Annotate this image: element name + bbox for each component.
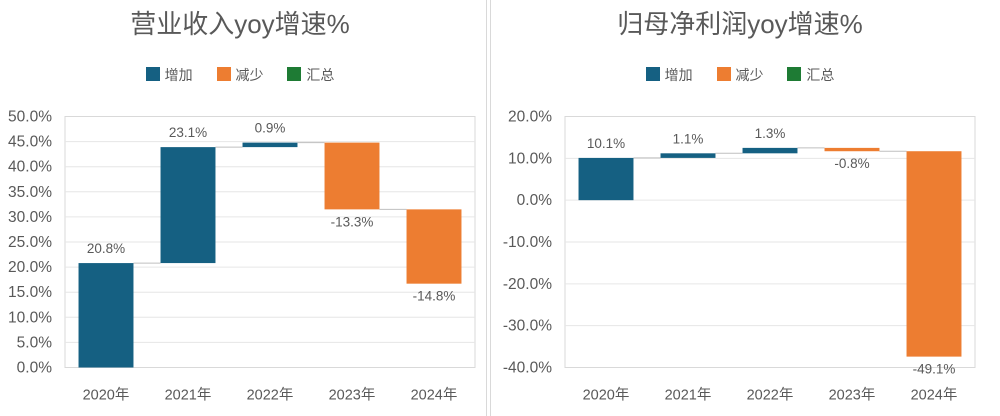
svg-text:25.0%: 25.0% [8,234,52,251]
svg-text:-49.1%: -49.1% [913,362,956,377]
svg-text:-14.8%: -14.8% [413,289,456,304]
svg-text:0.0%: 0.0% [17,360,53,377]
svg-text:20.8%: 20.8% [87,241,125,256]
svg-text:2021年: 2021年 [665,387,712,404]
svg-text:2023年: 2023年 [829,387,876,404]
svg-text:2022年: 2022年 [747,387,794,404]
svg-text:-30.0%: -30.0% [503,318,552,335]
svg-text:40.0%: 40.0% [8,159,52,176]
svg-text:5.0%: 5.0% [17,334,53,351]
svg-text:2023年: 2023年 [329,387,376,404]
svg-text:2021年: 2021年 [165,387,212,404]
svg-text:-20.0%: -20.0% [503,276,552,293]
svg-text:10.1%: 10.1% [587,136,625,151]
svg-text:2020年: 2020年 [583,387,630,404]
svg-text:35.0%: 35.0% [8,184,52,201]
svg-text:45.0%: 45.0% [8,134,52,151]
svg-text:30.0%: 30.0% [8,209,52,226]
svg-text:20.0%: 20.0% [508,109,552,126]
svg-text:1.1%: 1.1% [673,131,704,146]
svg-text:0.9%: 0.9% [255,121,286,136]
svg-text:20.0%: 20.0% [8,259,52,276]
svg-text:-0.8%: -0.8% [834,156,869,171]
svg-text:2022年: 2022年 [247,387,294,404]
svg-text:10.0%: 10.0% [508,150,552,167]
svg-text:15.0%: 15.0% [8,284,52,301]
svg-text:10.0%: 10.0% [8,309,52,326]
svg-text:-10.0%: -10.0% [503,234,552,251]
svg-text:50.0%: 50.0% [8,109,52,126]
svg-text:2020年: 2020年 [83,387,130,404]
svg-text:-40.0%: -40.0% [503,360,552,377]
svg-text:2024年: 2024年 [911,387,958,404]
svg-text:1.3%: 1.3% [755,126,786,141]
svg-text:-13.3%: -13.3% [331,214,374,229]
svg-text:0.0%: 0.0% [517,192,553,209]
svg-text:2024年: 2024年 [411,387,458,404]
svg-text:23.1%: 23.1% [169,125,207,140]
